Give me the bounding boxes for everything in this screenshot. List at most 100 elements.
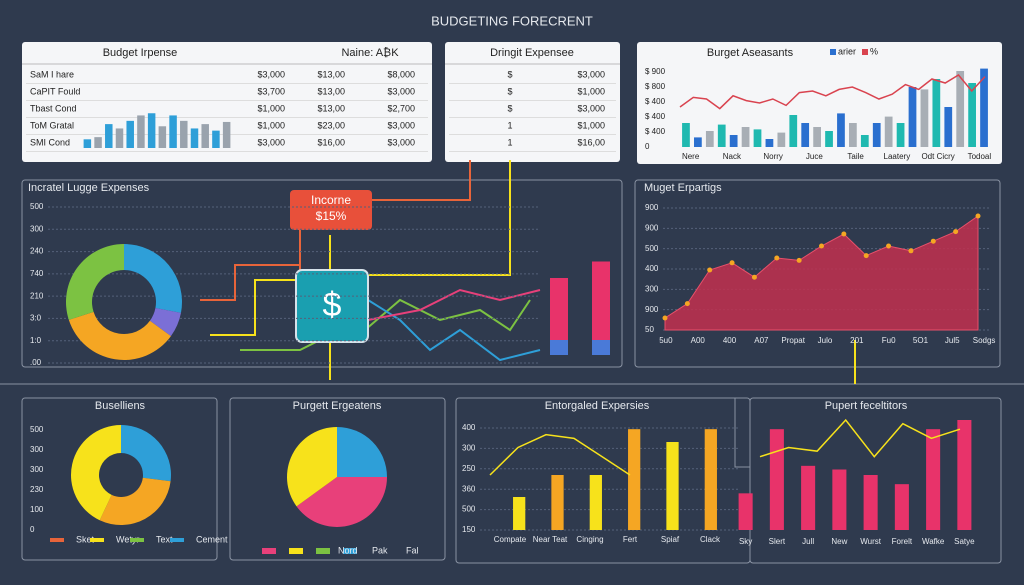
line: [759, 418, 961, 458]
label: Nack: [723, 152, 742, 161]
label: $ 400: [645, 97, 666, 106]
dollar-sign: $: [323, 286, 342, 324]
marker: [707, 267, 713, 273]
bar: [592, 261, 610, 355]
label: $3,000: [387, 120, 415, 130]
bar: [147, 113, 156, 148]
marker: [819, 243, 824, 249]
label: Muget Erpartigs: [644, 182, 722, 194]
marker: [841, 231, 847, 237]
marker: [908, 248, 914, 254]
label: 3:0: [30, 314, 42, 323]
label: $ 900: [645, 67, 666, 76]
label: $: [507, 103, 512, 113]
label: ToM Gratal: [30, 120, 74, 130]
label: $3,000: [577, 69, 605, 79]
label: 1: [507, 137, 512, 147]
label: Julo: [818, 336, 833, 345]
marker: [930, 238, 936, 244]
label: Purgett Ergeatens: [293, 400, 382, 412]
bar: [926, 429, 941, 530]
label: $ 400: [645, 112, 666, 121]
label: $13,00: [317, 86, 345, 96]
label: 500: [30, 202, 44, 211]
marker: [774, 255, 780, 261]
label: Juce: [806, 152, 823, 161]
label: Pak: [372, 545, 388, 555]
legend-swatch: [90, 538, 104, 542]
label: Entorgaled Expersies: [545, 400, 650, 412]
label: $16,00: [577, 137, 605, 147]
callout: [290, 190, 372, 230]
label: Slert: [769, 537, 786, 546]
label: 201: [850, 336, 864, 345]
label: $8,000: [387, 69, 415, 79]
panel: [749, 397, 1002, 564]
bar: [957, 420, 972, 530]
label: 250: [462, 464, 476, 473]
label: 300: [30, 445, 44, 454]
label: Naine: A₿K: [341, 47, 399, 59]
label: $1,000: [577, 86, 605, 96]
label: 400: [462, 423, 476, 432]
bar: [169, 115, 177, 148]
bar: [738, 493, 753, 530]
label: A07: [754, 336, 769, 345]
label: 300: [645, 284, 659, 293]
label: Satye: [954, 537, 975, 546]
bar: [968, 83, 976, 147]
bar: [769, 429, 784, 530]
label: New: [831, 537, 847, 546]
donut-segment: [296, 477, 387, 527]
bar: [158, 126, 167, 148]
bar: [956, 71, 965, 147]
label: 230: [30, 485, 44, 494]
donut-segment: [68, 311, 171, 361]
bar: [863, 475, 878, 530]
bar: [765, 139, 774, 147]
bar: [589, 475, 602, 530]
bar: [222, 121, 231, 148]
bar: [666, 442, 679, 530]
label: 5O1: [913, 336, 929, 345]
bar: [908, 87, 917, 147]
bar: [896, 123, 905, 147]
bar: [813, 127, 821, 147]
panel: [21, 179, 623, 368]
bar: [180, 120, 188, 148]
label: Propat: [781, 336, 805, 345]
area: [664, 215, 979, 331]
label: 500: [30, 425, 44, 434]
label: CaPIT Fould: [30, 86, 80, 96]
label: Cement: [196, 534, 228, 544]
label: Wetyr: [116, 534, 139, 544]
label: Wurst: [860, 537, 882, 546]
label: Jul5: [945, 336, 960, 345]
marker: [975, 213, 981, 219]
label: 300: [462, 444, 476, 453]
bar: [789, 115, 798, 147]
marker: [662, 315, 668, 321]
label: $23,00: [317, 120, 345, 130]
label: 900: [645, 305, 659, 314]
marker: [684, 301, 690, 307]
bar: [717, 124, 726, 147]
label: Jull: [802, 537, 814, 546]
label: $3,000: [257, 137, 285, 147]
label: arier: [838, 46, 856, 56]
bar: [83, 139, 92, 148]
bar: [115, 128, 124, 148]
label: Sodgs: [973, 336, 996, 345]
bar: [551, 475, 564, 530]
donut-segment: [124, 244, 183, 313]
bar: [801, 123, 810, 147]
label: 150: [462, 525, 476, 534]
label: 5u0: [659, 336, 673, 345]
label: Dringit Expensee: [490, 47, 574, 59]
bar: [944, 107, 953, 147]
bar: [932, 79, 941, 147]
label: Incorne: [311, 193, 351, 207]
marker: [863, 253, 869, 259]
label: 0: [645, 142, 650, 151]
legend-swatch: [170, 538, 184, 542]
